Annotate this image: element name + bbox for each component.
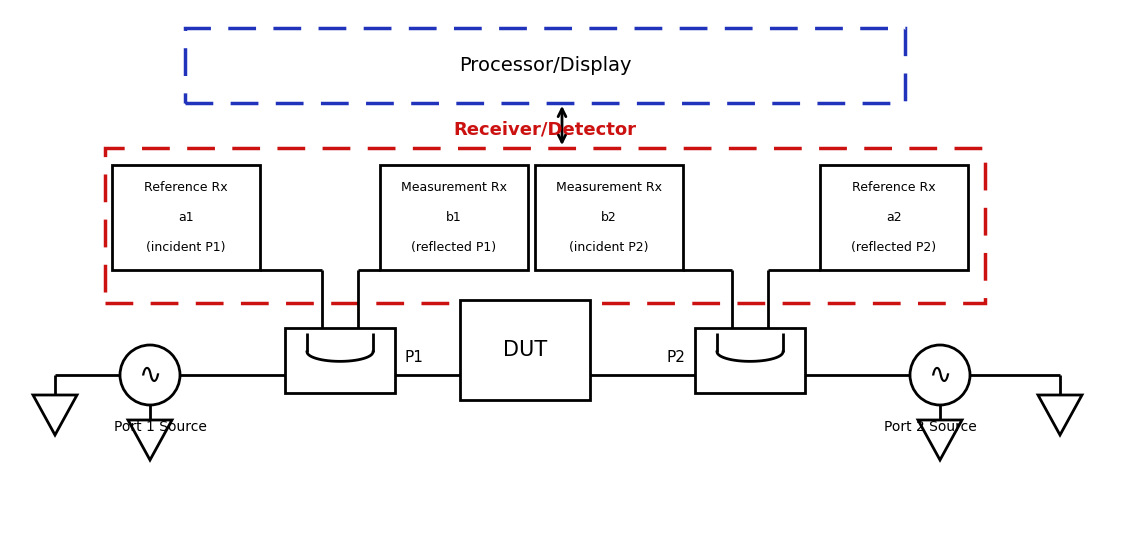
Text: Reference Rx: Reference Rx — [853, 181, 936, 194]
Bar — [105, 148, 986, 303]
Text: Port 2 Source: Port 2 Source — [883, 420, 976, 434]
Text: Receiver/Detector: Receiver/Detector — [453, 120, 637, 138]
Bar — [536, 165, 683, 270]
Text: (incident P2): (incident P2) — [569, 241, 649, 254]
Bar — [380, 165, 528, 270]
Polygon shape — [918, 420, 962, 460]
Text: ∿: ∿ — [138, 361, 162, 389]
Bar — [460, 300, 590, 400]
Text: ∿: ∿ — [928, 361, 952, 389]
Text: (reflected P1): (reflected P1) — [412, 241, 496, 254]
Text: Measurement Rx: Measurement Rx — [556, 181, 662, 194]
Text: (incident P1): (incident P1) — [146, 241, 226, 254]
Text: (reflected P2): (reflected P2) — [852, 241, 936, 254]
Bar — [184, 28, 904, 103]
Text: Processor/Display: Processor/Display — [459, 56, 631, 75]
Bar — [112, 165, 260, 270]
Text: a1: a1 — [178, 211, 193, 224]
Text: P1: P1 — [405, 350, 424, 365]
Circle shape — [910, 345, 970, 405]
Polygon shape — [33, 395, 76, 435]
Text: DUT: DUT — [503, 340, 547, 360]
Bar — [285, 328, 395, 393]
Text: P2: P2 — [666, 350, 685, 365]
Circle shape — [120, 345, 180, 405]
Text: Port 1 Source: Port 1 Source — [114, 420, 207, 434]
Text: b2: b2 — [601, 211, 616, 224]
Bar — [820, 165, 968, 270]
Polygon shape — [128, 420, 172, 460]
Text: Reference Rx: Reference Rx — [144, 181, 227, 194]
Bar — [695, 328, 806, 393]
Text: b1: b1 — [447, 211, 462, 224]
Text: Measurement Rx: Measurement Rx — [400, 181, 507, 194]
Polygon shape — [1038, 395, 1082, 435]
Text: a2: a2 — [886, 211, 902, 224]
